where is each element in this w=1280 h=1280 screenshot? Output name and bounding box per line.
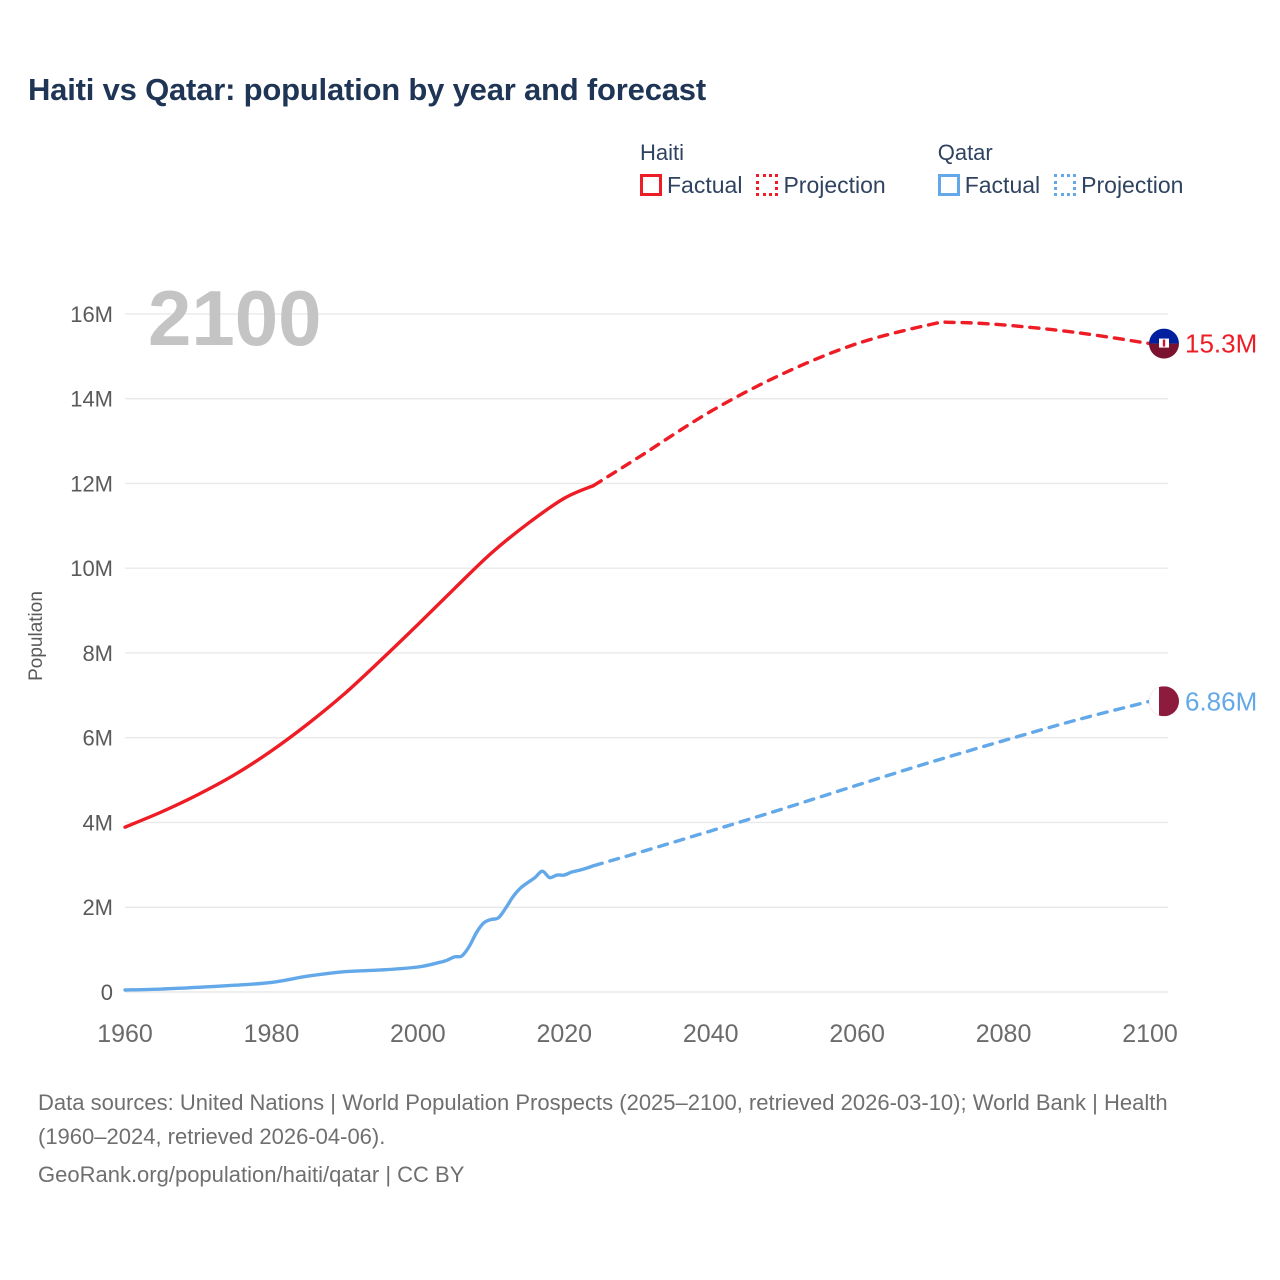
endpoint-haiti[interactable]: 15.3M <box>1149 329 1257 359</box>
legend-group-title-haiti: Haiti <box>640 140 685 165</box>
endpoint-value-qatar: 6.86M <box>1185 686 1257 716</box>
footer-attribution: GeoRank.org/population/haiti/qatar | CC … <box>38 1162 465 1187</box>
svg-text:2100: 2100 <box>148 274 322 362</box>
svg-text:2040: 2040 <box>683 1020 739 1048</box>
svg-text:6M: 6M <box>82 726 113 751</box>
series-haiti-factual <box>123 483 596 829</box>
legend-swatch-solid-icon <box>937 174 960 196</box>
series-haiti-projection <box>591 320 1152 488</box>
legend-item-qatar-factual[interactable]: Factual <box>937 172 1041 198</box>
y-axis-tick-labels: 0 2M 4M 6M 8M 10M 12M 14M 16M <box>70 302 113 1005</box>
legend-group-title-qatar: Qatar <box>937 140 993 165</box>
legend-label-haiti-factual: Factual <box>667 172 743 198</box>
svg-text:2080: 2080 <box>976 1020 1032 1048</box>
legend-label-qatar-factual: Factual <box>964 172 1041 198</box>
legend-label-haiti-projection: Projection <box>783 172 886 198</box>
svg-text:10M: 10M <box>70 556 113 581</box>
legend-items-qatar: Factual Projection <box>937 172 1183 198</box>
svg-text:4M: 4M <box>82 810 113 835</box>
footer: Data sources: United Nations | World Pop… <box>38 1086 1238 1192</box>
legend-group-haiti: Haiti Factual Projection <box>640 140 886 198</box>
endpoint-value-haiti: 15.3M <box>1185 329 1257 359</box>
svg-text:12M: 12M <box>70 471 113 496</box>
qatar-flag-icon <box>1149 686 1179 717</box>
footer-data-sources: Data sources: United Nations | World Pop… <box>38 1090 1168 1149</box>
svg-text:2000: 2000 <box>390 1020 446 1048</box>
chart-legend: Haiti Factual Projection Qatar Factual <box>640 140 1183 198</box>
x-axis-tick-labels: 1960 1980 2000 2020 2040 2060 2080 2100 <box>97 1020 1178 1048</box>
svg-text:16M: 16M <box>70 302 113 327</box>
endpoint-qatar[interactable]: 6.86M <box>1149 686 1257 717</box>
legend-group-qatar: Qatar Factual Projection <box>937 140 1183 198</box>
svg-text:1960: 1960 <box>97 1020 153 1048</box>
svg-text:14M: 14M <box>70 387 113 412</box>
svg-text:0: 0 <box>101 980 113 1005</box>
year-watermark: 2100 <box>148 274 322 362</box>
legend-swatch-dotted-icon <box>1054 174 1077 196</box>
svg-text:2060: 2060 <box>829 1020 885 1048</box>
svg-text:2M: 2M <box>82 895 113 920</box>
legend-swatch-solid-icon <box>640 174 662 196</box>
haiti-flag-icon <box>1149 328 1179 359</box>
gridlines <box>125 313 1168 993</box>
population-line-chart: 2100 0 2M 4M 6M 8M 10M 12M 14M 16M 1960 1980 2000 2… <box>26 274 1257 1048</box>
series-qatar-factual <box>123 864 596 992</box>
legend-item-qatar-projection[interactable]: Projection <box>1054 172 1183 198</box>
legend-item-haiti-projection[interactable]: Projection <box>756 172 886 198</box>
legend-items-haiti: Factual Projection <box>640 172 886 198</box>
series-endpoints: 15.3M 6.86M <box>1149 329 1257 717</box>
page-title: Haiti vs Qatar: population by year and f… <box>28 72 706 107</box>
svg-text:8M: 8M <box>82 641 113 666</box>
chart-plot-area: 2100 0 2M 4M 6M 8M 10M 12M 14M 16M 1960 1980 2000 2… <box>0 250 1280 1060</box>
svg-text:2020: 2020 <box>536 1020 592 1048</box>
data-series <box>123 320 1152 992</box>
legend-item-haiti-factual[interactable]: Factual <box>640 172 742 198</box>
svg-text:1980: 1980 <box>244 1020 300 1048</box>
legend-label-qatar-projection: Projection <box>1081 172 1184 198</box>
y-axis-title: Population <box>26 591 47 681</box>
series-qatar-projection <box>591 699 1152 868</box>
svg-text:2100: 2100 <box>1122 1020 1178 1048</box>
svg-text:Population: Population <box>26 591 47 681</box>
legend-swatch-dotted-icon <box>756 174 779 196</box>
